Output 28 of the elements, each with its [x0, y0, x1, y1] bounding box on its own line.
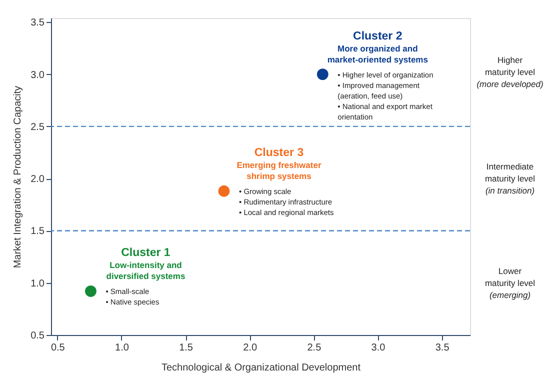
point [85, 286, 96, 297]
x-tick-label: 3.0 [371, 342, 386, 354]
y-tick-label: 0.5 [30, 330, 45, 342]
y-tick-label: 2.0 [30, 174, 45, 186]
y-tick-label: 3.0 [30, 70, 45, 81]
text: Cluster 1 [121, 247, 171, 260]
text: Cluster 2 [353, 30, 402, 42]
text: Higher maturity level (more developed) [476, 55, 544, 90]
point [218, 185, 230, 197]
x-tick-label: 1.5 [179, 342, 194, 354]
x-tick-label: 3.5 [435, 342, 450, 354]
x-tick-label: 2.0 [243, 342, 258, 354]
y-tick-label: 3.5 [30, 18, 45, 29]
annotation: Low-intensity and diversified systems [106, 260, 186, 282]
x-axis-title: Technological & Organizational Development [161, 362, 361, 374]
x-tick-label: 2.5 [307, 342, 322, 354]
text: Cluster 3 [254, 147, 304, 160]
x-tick-label: 1.0 [115, 342, 130, 354]
y-axis-title: Market Integration & Production Capacity [12, 86, 24, 268]
y-tick-label: 1.5 [30, 226, 45, 238]
annotation: More organized and market-oriented systems [327, 43, 428, 64]
y-tick-label: 2.5 [30, 122, 45, 133]
annotation: Emerging freshwater shrimp systems [236, 160, 322, 182]
text: Lower maturity level (emerging) [484, 266, 536, 300]
text: Intermediate maturity level (in transition) [484, 162, 536, 196]
point [316, 68, 328, 80]
y-tick-label: 1.0 [30, 278, 45, 290]
x-tick-label: 0.5 [50, 342, 66, 354]
